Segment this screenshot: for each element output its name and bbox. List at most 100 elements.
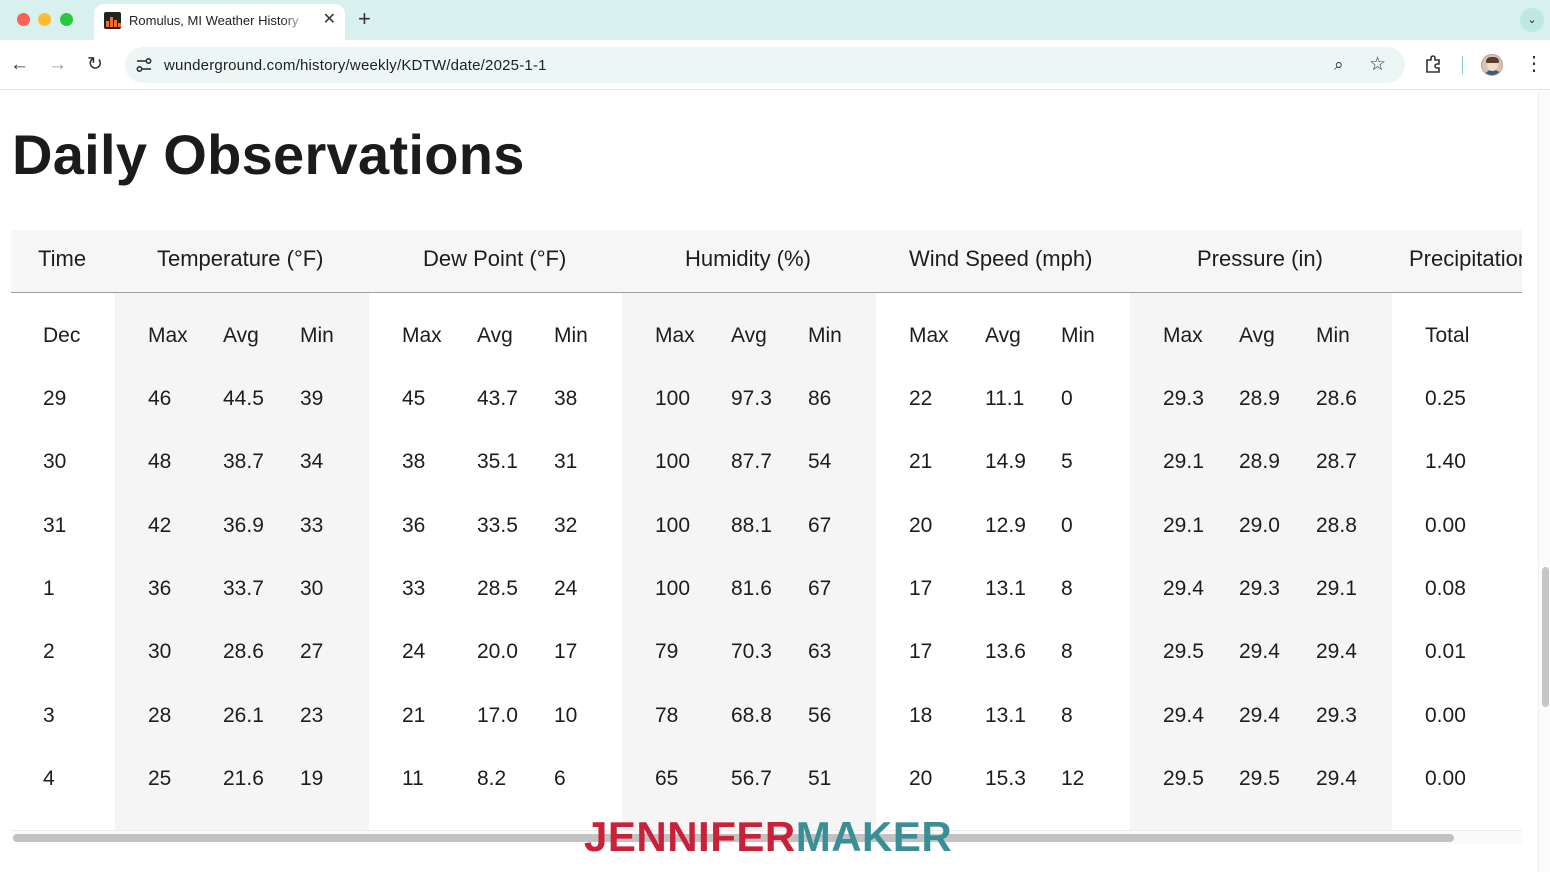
table-cell-day: 4 [43, 767, 55, 790]
header-time: Time [38, 246, 87, 271]
table-cell: 88.1 [731, 514, 772, 537]
subheader-humidity-avg: Avg [731, 324, 767, 347]
table-cell: 13.1 [985, 704, 1026, 727]
table-cell: 68.8 [731, 704, 772, 727]
horizontal-scrollbar[interactable] [11, 830, 1522, 844]
table-cell: 24 [402, 640, 426, 663]
table-cell: 79 [655, 640, 679, 663]
table-cell: 8 [1061, 640, 1073, 663]
table-cell: 5 [1061, 450, 1073, 473]
table-cell: 36 [148, 577, 172, 600]
window-minimize-button[interactable] [38, 13, 51, 26]
header-humidity: Humidity (%) [685, 246, 811, 271]
table-cell: 54 [808, 450, 832, 473]
table-cell: 67 [808, 514, 832, 537]
subheader-wind-min: Min [1061, 324, 1095, 347]
table-cell: 70.3 [731, 640, 772, 663]
reload-icon[interactable]: ↻ [87, 54, 103, 75]
table-cell: 17 [909, 640, 933, 663]
vertical-scrollbar-thumb[interactable] [1542, 567, 1549, 707]
back-arrow-icon[interactable]: ← [10, 54, 29, 75]
table-cell: 10 [554, 704, 578, 727]
url-text[interactable]: wunderground.com/history/weekly/KDTW/dat… [164, 57, 547, 74]
table-cell: 27 [300, 640, 324, 663]
table-cell-day: 2 [43, 640, 55, 663]
table-cell-day: 1 [43, 577, 55, 600]
table-cell-day: 30 [43, 450, 67, 473]
extensions-puzzle-icon[interactable] [1424, 54, 1444, 74]
page-title: Daily Observations [12, 123, 525, 186]
table-cell: 97.3 [731, 387, 772, 410]
table-cell: 33 [300, 514, 324, 537]
table-cell: 28.5 [477, 577, 518, 600]
table-cell: 29.4 [1239, 704, 1280, 727]
table-cell: 35.1 [477, 450, 518, 473]
window-close-button[interactable] [17, 13, 30, 26]
table-cell: 38 [402, 450, 426, 473]
table-cell: 33.7 [223, 577, 264, 600]
column-band-temperature [115, 230, 369, 830]
table-cell: 63 [808, 640, 832, 663]
table-cell: 0.00 [1425, 704, 1466, 727]
subheader-pressure-min: Min [1316, 324, 1350, 347]
profile-avatar[interactable] [1481, 54, 1503, 76]
table-cell: 24 [554, 577, 578, 600]
table-cell: 100 [655, 514, 691, 537]
table-cell: 29.1 [1163, 514, 1204, 537]
table-cell: 21.6 [223, 767, 264, 790]
table-cell: 25 [148, 767, 172, 790]
address-bar[interactable]: wunderground.com/history/weekly/KDTW/dat… [125, 47, 1405, 83]
table-cell: 0.00 [1425, 767, 1466, 790]
table-cell: 29.4 [1316, 767, 1357, 790]
subheader-wind-avg: Avg [985, 324, 1021, 347]
table-cell: 8 [1061, 704, 1073, 727]
subheader-dew-min: Min [554, 324, 588, 347]
forward-arrow-icon[interactable]: → [48, 54, 67, 75]
table-cell: 20.0 [477, 640, 518, 663]
vertical-scrollbar[interactable] [1538, 91, 1550, 872]
zoom-magnifier-icon[interactable]: ⌕ [1334, 55, 1344, 74]
table-cell: 13.1 [985, 577, 1026, 600]
table-cell: 38.7 [223, 450, 264, 473]
watermark-part-2: MAKER [795, 813, 953, 860]
window-zoom-button[interactable] [60, 13, 73, 26]
browser-tab-active[interactable]: Romulus, MI Weather History ✕ [94, 4, 345, 40]
table-cell: 29.4 [1163, 704, 1204, 727]
wunderground-favicon-icon [104, 12, 121, 29]
tab-search-icon[interactable]: ⌄ [1520, 8, 1544, 32]
table-cell: 38 [554, 387, 578, 410]
subheader-humidity-max: Max [655, 324, 695, 347]
table-cell: 17 [909, 577, 933, 600]
table-cell: 29.5 [1163, 767, 1204, 790]
table-cell: 46 [148, 387, 172, 410]
horizontal-scrollbar-thumb[interactable] [13, 834, 1454, 842]
table-cell: 28.9 [1239, 450, 1280, 473]
tab-close-icon[interactable]: ✕ [322, 11, 336, 28]
subheader-dew-avg: Avg [477, 324, 513, 347]
bookmark-star-icon[interactable]: ☆ [1369, 54, 1387, 75]
browser-menu-icon[interactable]: ⋮ [1524, 53, 1544, 75]
new-tab-button[interactable]: + [358, 6, 371, 31]
table-cell: 21 [402, 704, 426, 727]
daily-observations-table: Time Temperature (°F) Dew Point (°F) Hum… [11, 230, 1522, 830]
site-info-icon[interactable] [135, 56, 153, 74]
table-cell: 29.1 [1163, 450, 1204, 473]
table-cell: 51 [808, 767, 832, 790]
table-cell-day: 29 [43, 387, 67, 410]
table-cell: 29.5 [1239, 767, 1280, 790]
table-cell: 29.3 [1239, 577, 1280, 600]
table-cell: 56.7 [731, 767, 772, 790]
table-cell-day: 3 [43, 704, 55, 727]
table-cell: 29.3 [1163, 387, 1204, 410]
table-cell: 29.4 [1316, 640, 1357, 663]
table-cell: 0.00 [1425, 514, 1466, 537]
header-pressure: Pressure (in) [1197, 246, 1323, 271]
page-content: Daily Observations Time Temperature (°F)… [0, 91, 1550, 872]
table-cell: 28.7 [1316, 450, 1357, 473]
table-cell: 28.9 [1239, 387, 1280, 410]
table-cell: 17 [554, 640, 578, 663]
column-band-humidity [622, 230, 876, 830]
subheader-precip-total: Total [1425, 324, 1470, 347]
table-cell: 21 [909, 450, 933, 473]
header-wind-speed: Wind Speed (mph) [909, 246, 1093, 271]
